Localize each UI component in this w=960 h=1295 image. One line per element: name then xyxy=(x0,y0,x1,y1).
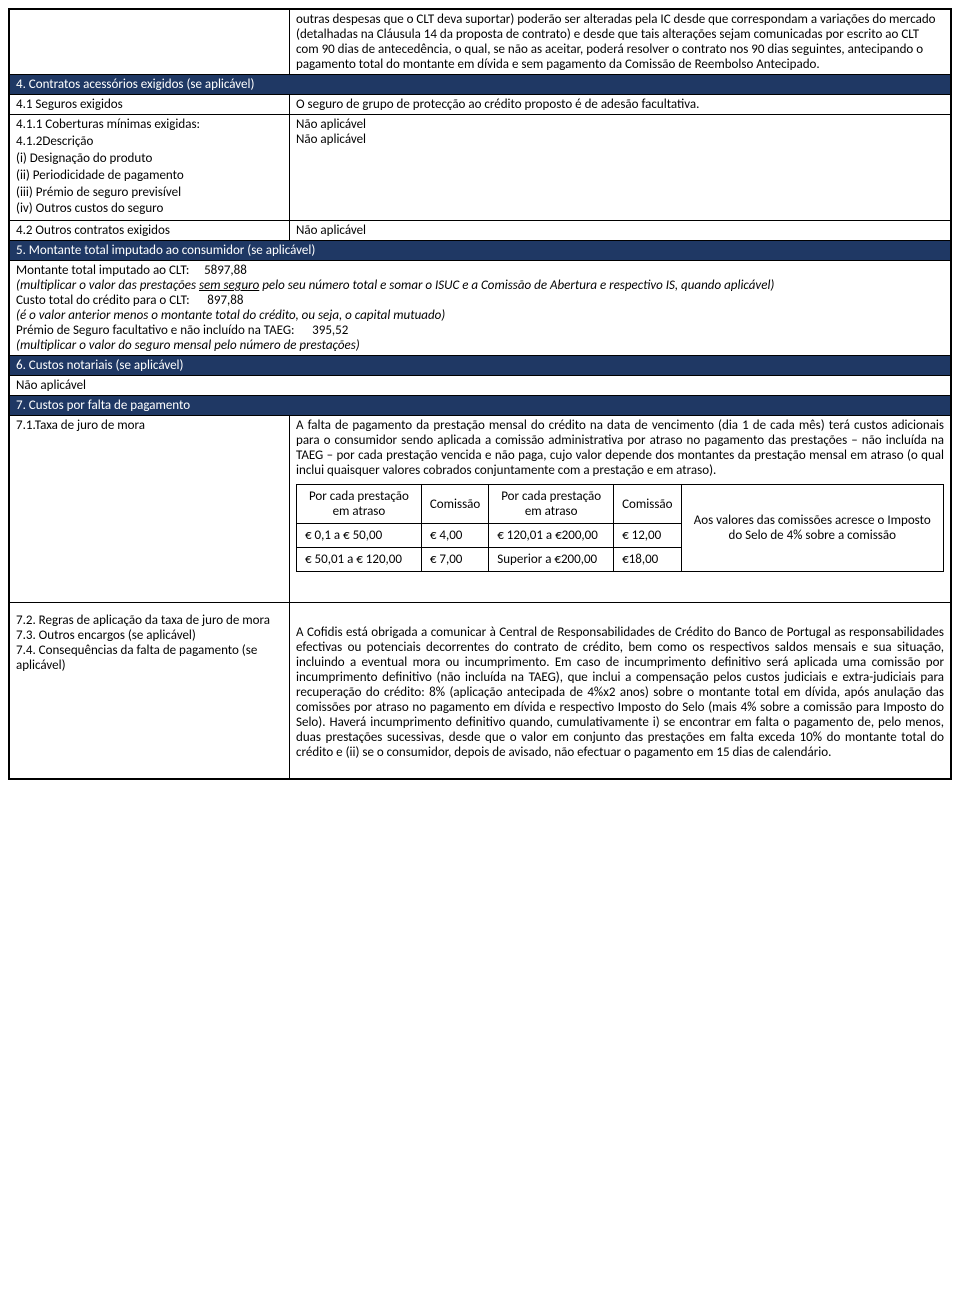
sec5-line2u: sem seguro xyxy=(199,278,259,293)
sec5-line3a: Custo total do crédito para o CLT: xyxy=(16,293,190,308)
sec5-line5: Prémio de Seguro facultativo e não inclu… xyxy=(16,323,944,338)
sec5-line6: (multiplicar o valor do seguro mensal pe… xyxy=(16,338,944,353)
fee-note: Aos valores das comissões acresce o Impo… xyxy=(681,485,944,572)
sec5-line5b: 395,52 xyxy=(312,323,348,338)
sec5-line3: Custo total do crédito para o CLT: 897,8… xyxy=(16,293,944,308)
value-4-1-2-text: Não aplicável xyxy=(296,132,944,147)
label-4-1-2-i: (i) Designação do produto xyxy=(16,151,283,168)
label-4-1-2: 4.1.2Descrição xyxy=(16,134,283,151)
value-4-1: O seguro de grupo de protecção ao crédit… xyxy=(290,95,950,114)
fee-h4: Comissão xyxy=(614,485,681,524)
label-7-2: 7.2. Regras de aplicação da taxa de juro… xyxy=(16,613,283,628)
sec5-line2b: pelo seu número total e somar o ISUC e a… xyxy=(259,278,774,293)
intro-row: outras despesas que o CLT deva suportar)… xyxy=(10,10,950,75)
value-7-1: A falta de pagamento da prestação mensal… xyxy=(290,416,950,602)
intro-text: outras despesas que o CLT deva suportar)… xyxy=(290,10,950,74)
fee-r1c4: € 12,00 xyxy=(614,524,681,548)
fee-r1c3: € 120,01 a €200,00 xyxy=(489,524,614,548)
sec5-line4: (é o valor anterior menos o montante tot… xyxy=(16,308,944,323)
section5-content: Montante total imputado ao CLT: 5897,88 … xyxy=(10,261,950,355)
row-7-1: 7.1.Taxa de juro de mora A falta de paga… xyxy=(10,416,950,603)
fee-r2c1: € 50,01 a € 120,00 xyxy=(297,548,422,572)
label-7-4: 7.4. Consequências da falta de pagamento… xyxy=(16,643,283,673)
value-7-2: A Cofidis está obrigada a comunicar à Ce… xyxy=(290,603,950,778)
label-4-2: 4.2 Outros contratos exigidos xyxy=(10,221,290,240)
fee-r1c1: € 0,1 a € 50,00 xyxy=(297,524,422,548)
fee-r2c3: Superior a €200,00 xyxy=(489,548,614,572)
section5-body: Montante total imputado ao CLT: 5897,88 … xyxy=(10,261,950,356)
row-4-2: 4.2 Outros contratos exigidos Não aplicá… xyxy=(10,221,950,241)
label-4-1-2-ii: (ii) Periodicidade de pagamento xyxy=(16,168,283,185)
value-4-2: Não aplicável xyxy=(290,221,950,240)
label-4-1-1: 4.1.1 Coberturas mínimas exigidas: xyxy=(16,117,283,134)
value-7-2-text: A Cofidis está obrigada a comunicar à Ce… xyxy=(296,625,944,760)
fee-table: Por cada prestação em atraso Comissão Po… xyxy=(296,484,944,572)
sec5-line1a: Montante total imputado ao CLT: xyxy=(16,263,189,278)
sec5-line1: Montante total imputado ao CLT: 5897,88 xyxy=(16,263,944,278)
label-block-4-1-1: 4.1.1 Coberturas mínimas exigidas: 4.1.2… xyxy=(10,115,290,220)
fee-h1: Por cada prestação em atraso xyxy=(297,485,422,524)
section6-value: Não aplicável xyxy=(10,376,950,395)
fee-r2c4: €18,00 xyxy=(614,548,681,572)
intro-left-empty xyxy=(10,10,290,74)
row-7-2-3-4: 7.2. Regras de aplicação da taxa de juro… xyxy=(10,603,950,778)
section6-header: 6. Custos notariais (se aplicável) xyxy=(10,356,950,376)
row-4-1-1: 4.1.1 Coberturas mínimas exigidas: 4.1.2… xyxy=(10,115,950,221)
sec5-line2a: (multiplicar o valor das prestações xyxy=(16,278,199,293)
label-7-3: 7.3. Outros encargos (se aplicável) xyxy=(16,628,283,643)
label-7-1: 7.1.Taxa de juro de mora xyxy=(10,416,290,602)
sec5-line2: (multiplicar o valor das prestações sem … xyxy=(16,278,944,293)
section5-header: 5. Montante total imputado ao consumidor… xyxy=(10,241,950,261)
value-7-1-text: A falta de pagamento da prestação mensal… xyxy=(296,418,944,478)
row-4-1: 4.1 Seguros exigidos O seguro de grupo d… xyxy=(10,95,950,115)
sec5-line5a: Prémio de Seguro facultativo e não inclu… xyxy=(16,323,295,338)
section7-header: 7. Custos por falta de pagamento xyxy=(10,396,950,416)
fee-r1c2: € 4,00 xyxy=(421,524,488,548)
label-4-1-2-iii: (iii) Prémio de seguro previsível xyxy=(16,185,283,202)
fee-h2: Comissão xyxy=(421,485,488,524)
document-container: outras despesas que o CLT deva suportar)… xyxy=(8,8,952,780)
value-4-1-1-text: Não aplicável xyxy=(296,117,944,132)
fee-r2c2: € 7,00 xyxy=(421,548,488,572)
section6-body: Não aplicável xyxy=(10,376,950,396)
sec5-line1b: 5897,88 xyxy=(204,263,247,278)
label-4-1-2-iv: (iv) Outros custos do seguro xyxy=(16,201,283,218)
sec5-line3b: 897,88 xyxy=(207,293,243,308)
label-4-1: 4.1 Seguros exigidos xyxy=(10,95,290,114)
value-4-1-1: Não aplicável Não aplicável xyxy=(290,115,950,220)
fee-h3: Por cada prestação em atraso xyxy=(489,485,614,524)
section4-header: 4. Contratos acessórios exigidos (se apl… xyxy=(10,75,950,95)
label-7-2-3-4: 7.2. Regras de aplicação da taxa de juro… xyxy=(10,603,290,778)
